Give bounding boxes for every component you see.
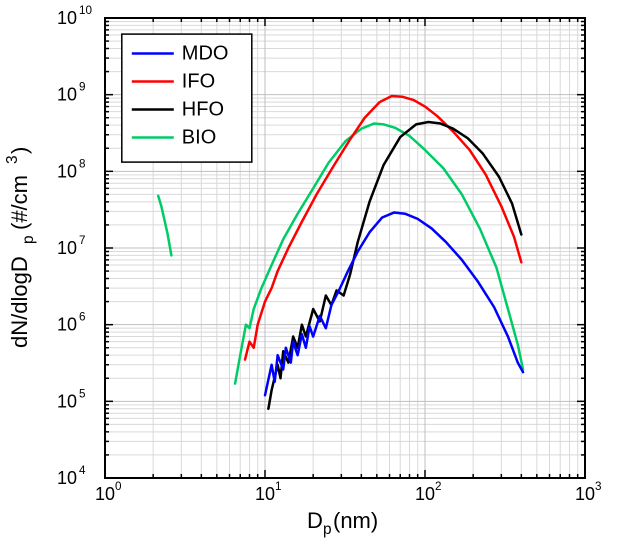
svg-text:10: 10 xyxy=(57,315,77,335)
svg-text:(nm): (nm) xyxy=(333,508,378,533)
svg-text:10: 10 xyxy=(95,484,115,504)
svg-text:1: 1 xyxy=(275,480,282,493)
svg-text:D: D xyxy=(307,508,323,533)
svg-text:6: 6 xyxy=(79,311,86,324)
svg-text:10: 10 xyxy=(57,85,77,105)
legend-label-ifo: IFO xyxy=(182,71,215,93)
svg-text:10: 10 xyxy=(57,468,77,488)
svg-text:4: 4 xyxy=(79,464,86,477)
legend-label-bio: BIO xyxy=(182,127,216,149)
svg-text:9: 9 xyxy=(79,81,86,94)
legend-label-mdo: MDO xyxy=(182,43,229,65)
svg-text:(#/cm: (#/cm xyxy=(7,175,32,230)
legend-label-hfo: HFO xyxy=(182,99,224,121)
svg-text:10: 10 xyxy=(79,4,93,17)
svg-text:5: 5 xyxy=(79,387,86,400)
legend: MDO IFO HFO BIO xyxy=(122,34,252,162)
svg-text:10: 10 xyxy=(57,238,77,258)
svg-text:dN/dlogD: dN/dlogD xyxy=(7,256,32,348)
svg-text:p: p xyxy=(323,521,332,538)
svg-text:10: 10 xyxy=(415,484,435,504)
svg-text:7: 7 xyxy=(79,234,86,247)
svg-text:10: 10 xyxy=(57,161,77,181)
svg-text:p: p xyxy=(20,235,37,244)
svg-text:10: 10 xyxy=(255,484,275,504)
svg-text:): ) xyxy=(7,147,32,154)
svg-text:10: 10 xyxy=(57,8,77,28)
svg-text:0: 0 xyxy=(115,480,122,493)
particle-size-distribution-chart: 1001011021031041051061071081091010Dp (nm… xyxy=(0,0,629,549)
svg-text:3: 3 xyxy=(595,480,602,493)
svg-text:3: 3 xyxy=(4,155,21,164)
svg-text:2: 2 xyxy=(435,480,442,493)
svg-text:8: 8 xyxy=(79,157,86,170)
svg-text:10: 10 xyxy=(575,484,595,504)
svg-text:10: 10 xyxy=(57,391,77,411)
